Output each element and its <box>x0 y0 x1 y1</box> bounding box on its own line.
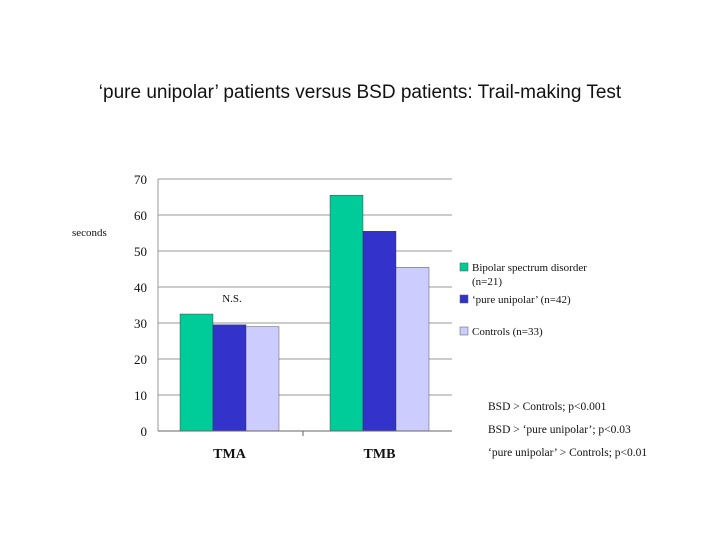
bar-tma-series-2 <box>245 326 280 432</box>
y-tick-label: 0 <box>141 424 148 439</box>
y-tick-labels: 0 10 20 30 40 50 60 70 <box>134 172 147 439</box>
y-tick-label: 20 <box>134 352 147 367</box>
legend-swatch-pure-unipolar <box>459 294 469 304</box>
legend-swatch-controls <box>459 326 469 336</box>
stat-bsd-vs-pure-unipolar: BSD > ‘pure unipolar’; p<0.03 <box>488 424 631 436</box>
bar-tmb-series-1 <box>362 230 397 432</box>
stat-bsd-vs-controls: BSD > Controls; p<0.001 <box>488 401 607 413</box>
y-tick-label: 60 <box>134 208 147 223</box>
legend: Bipolar spectrum disorder (n=21) ‘pure u… <box>459 262 587 338</box>
y-tick-label: 70 <box>134 172 147 187</box>
legend-swatch-bsd <box>459 262 469 272</box>
annotation-ns: N.S. <box>222 293 242 305</box>
category-label: TMA <box>213 447 247 462</box>
y-tick-label: 50 <box>134 244 147 259</box>
bar-tma-series-1 <box>212 324 247 432</box>
legend-label-pure-unipolar: ‘pure unipolar’ (n=42) <box>472 294 571 306</box>
legend-label-bsd-line2: (n=21) <box>472 276 502 288</box>
y-tick-label: 10 <box>134 388 147 403</box>
y-tick-label: 30 <box>134 316 147 331</box>
bar-tmb-series-0 <box>329 194 364 432</box>
bars <box>179 194 430 432</box>
bar-tma-series-0 <box>179 313 214 432</box>
category-label: TMB <box>364 447 396 462</box>
y-tick-label: 40 <box>134 280 147 295</box>
category-labels: TMA TMB <box>213 447 395 462</box>
stat-pure-unipolar-vs-controls: ‘pure unipolar’ > Controls; p<0.01 <box>488 447 648 459</box>
slide-title: ‘pure unipolar’ patients versus BSD pati… <box>98 82 622 103</box>
legend-label-bsd-line1: Bipolar spectrum disorder <box>472 262 587 274</box>
legend-label-controls: Controls (n=33) <box>472 326 543 338</box>
bar-tmb-series-2 <box>395 267 430 432</box>
y-axis-label: seconds <box>72 227 107 239</box>
